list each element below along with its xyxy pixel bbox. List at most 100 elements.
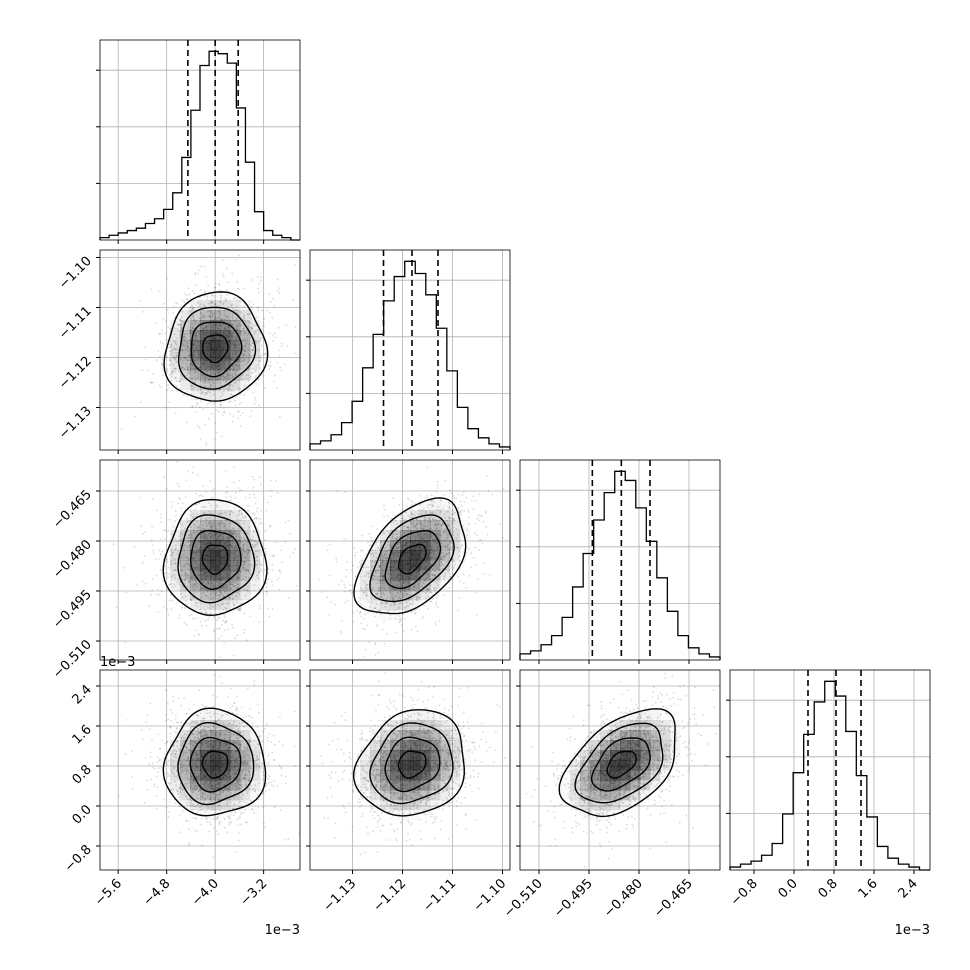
scatter-point xyxy=(261,309,264,312)
scatter-point xyxy=(390,545,393,548)
scatter-point xyxy=(400,591,402,594)
scatter-point xyxy=(385,556,387,559)
scatter-point xyxy=(185,623,188,626)
scatter-point xyxy=(197,573,200,576)
scatter-point xyxy=(450,513,452,515)
scatter-point xyxy=(243,811,246,814)
scatter-point xyxy=(483,573,485,576)
scatter-point xyxy=(429,591,432,594)
scatter-point xyxy=(218,590,221,593)
scatter-point xyxy=(250,539,252,542)
density-cell xyxy=(230,330,241,341)
scatter-point xyxy=(188,293,191,296)
scatter-point xyxy=(408,537,411,539)
scatter-point xyxy=(435,542,438,544)
scatter-point xyxy=(250,344,253,347)
scatter-point xyxy=(413,514,416,516)
scatter-point xyxy=(230,336,233,339)
scatter-point xyxy=(187,354,190,357)
scatter-point xyxy=(450,520,453,523)
scatter-point xyxy=(352,620,355,623)
scatter-point xyxy=(222,585,225,588)
scatter-point xyxy=(228,535,230,538)
scatter-point xyxy=(243,629,246,631)
density-cell xyxy=(230,580,241,591)
scatter-point xyxy=(254,539,257,542)
scatter-point xyxy=(394,604,396,606)
density-cell xyxy=(170,320,181,331)
scatter-point xyxy=(206,524,209,527)
scatter-point xyxy=(236,338,238,341)
scatter-point xyxy=(371,587,374,590)
scatter-point xyxy=(172,306,175,308)
scatter-point xyxy=(366,584,369,586)
scatter-point xyxy=(397,592,400,594)
scatter-point xyxy=(186,369,189,371)
scatter-point xyxy=(246,552,249,555)
scatter-point xyxy=(443,493,446,496)
scatter-point xyxy=(402,509,405,511)
scatter-point xyxy=(346,561,348,563)
scatter-point xyxy=(226,486,229,489)
scatter-point xyxy=(199,391,202,394)
scatter-point xyxy=(177,323,180,326)
scatter-point xyxy=(394,595,397,598)
scatter-point xyxy=(178,380,181,383)
scatter-point xyxy=(157,349,160,352)
scatter-point xyxy=(239,547,242,550)
scatter-point xyxy=(183,547,185,549)
scatter-point xyxy=(250,372,253,374)
scatter-point xyxy=(182,344,185,347)
scatter-point xyxy=(171,370,174,373)
scatter-point xyxy=(195,503,198,506)
scatter-point xyxy=(208,600,211,602)
scatter-point xyxy=(378,578,381,581)
scatter-point xyxy=(240,401,243,404)
scatter-point xyxy=(262,375,265,377)
scatter-point xyxy=(188,364,191,366)
scatter-point xyxy=(139,401,142,404)
scatter-point xyxy=(372,577,375,580)
scatter-point xyxy=(175,302,177,305)
scatter-point xyxy=(234,570,237,573)
scatter-point xyxy=(218,370,220,372)
density-cell xyxy=(360,570,371,581)
scatter-point xyxy=(207,535,209,538)
scatter-point xyxy=(183,554,185,557)
scatter-point xyxy=(448,525,451,527)
scatter-point xyxy=(375,625,378,627)
scatter-point xyxy=(194,382,197,384)
scatter-point xyxy=(242,567,245,570)
scatter-point xyxy=(175,361,178,363)
scatter-point xyxy=(381,582,383,585)
scatter-point xyxy=(245,575,247,578)
scatter-point xyxy=(204,535,207,538)
scatter-point xyxy=(199,516,202,519)
scatter-point xyxy=(452,513,455,516)
scatter-point xyxy=(346,599,349,602)
scatter-point xyxy=(254,330,257,333)
scatter-point xyxy=(328,543,331,546)
scatter-point xyxy=(206,328,208,331)
density-cell xyxy=(430,500,441,511)
scatter-point xyxy=(209,603,211,606)
scatter-point xyxy=(487,490,490,492)
density-cell xyxy=(170,340,181,351)
scatter-point xyxy=(199,583,201,586)
scatter-point xyxy=(226,315,229,318)
scatter-point xyxy=(196,474,199,476)
density-cell xyxy=(380,610,390,620)
scatter-point xyxy=(256,351,259,353)
scatter-point xyxy=(417,596,420,599)
scatter-point xyxy=(243,519,246,522)
scatter-point xyxy=(321,591,323,593)
scatter-point xyxy=(240,570,242,573)
scatter-point xyxy=(256,275,259,278)
scatter-point xyxy=(250,327,253,330)
scatter-point xyxy=(445,511,448,513)
scatter-point xyxy=(405,538,407,541)
scatter-point xyxy=(168,374,171,376)
scatter-point xyxy=(340,632,343,635)
scatter-point xyxy=(271,584,274,586)
scatter-point xyxy=(256,542,259,545)
